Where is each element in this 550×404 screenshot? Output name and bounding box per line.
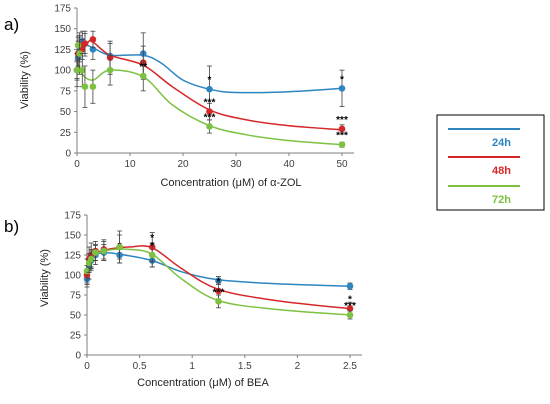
panel-b-significance-label-48h: * — [150, 233, 154, 244]
panel-a-significance-label-72h: ** — [139, 62, 147, 73]
panel-b-point-72h — [87, 255, 95, 263]
panel-a-chart: a) Viability (%) Concentration (μM) of α… — [4, 4, 354, 189]
panel-a-point-48h — [206, 108, 213, 115]
panel-a-point-72h — [73, 66, 81, 74]
panel-b-y-tick-label: 0 — [75, 351, 81, 362]
panel-a-y-axis-title: Viability (%) — [19, 51, 31, 109]
panel-a-y-tick-label: 125 — [54, 45, 71, 56]
panel-a-x-tick-label: 20 — [177, 159, 189, 170]
panel-b-point-48h — [215, 287, 222, 295]
panel-a-point-72h — [206, 123, 213, 130]
panel-b-y-tick-label: 25 — [70, 331, 82, 342]
panel-b-point-72h — [346, 311, 354, 319]
panel-a-point-24h — [338, 85, 346, 92]
legend: 24h 48h 72h — [436, 114, 545, 211]
panel-a-data-points: * *************** — [73, 30, 348, 149]
panel-a-point-48h — [338, 125, 346, 133]
panel-a-y-tick-label: 25 — [60, 128, 72, 139]
panel-a-curve-24h — [76, 43, 343, 94]
panel-a-y-tick-label: 100 — [54, 66, 71, 77]
panel-b-x-tick-label: 0.5 — [133, 361, 147, 372]
panel-a-x-tick-label: 10 — [124, 159, 136, 170]
panel-a-point-72h — [76, 50, 83, 57]
panel-b-chart: b) Viability (%) Concentration (μM) of B… — [4, 211, 362, 389]
panel-b-significance-label-72h: *** — [344, 301, 356, 312]
panel-a-y-tick-label: 150 — [54, 24, 71, 35]
panel-b-significance-label-72h: * — [150, 241, 154, 252]
panel-b-point-72h — [215, 298, 222, 305]
legend-item-48h: 48h — [448, 156, 520, 177]
panel-a-significance-label-72h: *** — [336, 131, 348, 142]
panel-a-significance-label-24h: * — [340, 74, 344, 85]
panel-b-significance-label-72h: *** — [213, 287, 225, 298]
panel-b-y-tick-label: 75 — [70, 291, 82, 302]
panel-a-y-tick-label: 175 — [54, 4, 71, 15]
panel-b-point-72h — [100, 247, 108, 255]
panel-b-point-24h — [215, 277, 222, 284]
panel-b-y-tick-label: 150 — [64, 231, 81, 242]
panel-a-point-72h — [139, 72, 147, 80]
panel-b-x-tick-label: 1.5 — [238, 361, 252, 372]
panel-a-y-tick-label: 50 — [60, 107, 72, 118]
panel-b-x-axis-title: Concentration (μM) of BEA — [137, 377, 269, 389]
panel-a-point-72h — [81, 83, 89, 91]
panel-b-axes: 0 25 50 75 100 125 150 175 0 0.5 1 1.5 2 2.5 — [64, 211, 362, 372]
panel-b-x-tick-label: 2.5 — [343, 361, 357, 372]
panel-b-x-tick-label: 2 — [295, 361, 301, 372]
panel-a-x-axis-title: Concentration (μM) of α-ZOL — [160, 177, 301, 189]
panel-b-y-tick-label: 175 — [64, 211, 81, 222]
panel-b-x-tick-label: 0 — [84, 361, 90, 372]
panel-a-significance-label-72h: *** — [204, 112, 216, 123]
panel-b-point-48h — [346, 305, 354, 312]
panel-a-x-tick-label: 30 — [230, 159, 242, 170]
panel-a-point-72h — [106, 66, 114, 74]
panel-a-point-72h — [338, 141, 346, 149]
panel-a-significance-label-48h: *** — [204, 98, 216, 109]
panel-a-axes: 0 25 50 75 100 125 150 175 0 10 20 30 40 50 — [54, 4, 354, 170]
legend-label-72h: 72h — [492, 194, 511, 206]
panel-a-y-tick-label: 0 — [65, 149, 71, 160]
panel-b-point-72h — [148, 251, 156, 259]
panel-a-significance-label-24h: * — [208, 75, 212, 86]
panel-b-y-tick-label: 50 — [70, 311, 82, 322]
panel-a-point-72h — [79, 66, 86, 74]
panel-a-label: a) — [4, 15, 19, 34]
legend-label-24h: 24h — [492, 137, 511, 149]
panel-a-point-48h — [81, 40, 89, 47]
panel-a-point-24h — [206, 85, 213, 93]
legend-item-24h: 24h — [448, 128, 520, 149]
panel-b-y-axis-title: Viability (%) — [39, 249, 51, 307]
panel-a-x-tick-label: 40 — [283, 159, 295, 170]
panel-a-curve-72h — [76, 59, 343, 146]
legend-item-72h: 72h — [448, 185, 520, 206]
panel-b-label: b) — [4, 217, 19, 236]
legend-label-48h: 48h — [492, 165, 511, 177]
panel-a-x-tick-label: 50 — [336, 159, 348, 170]
panel-b-point-72h — [116, 243, 123, 251]
legend-box — [436, 114, 545, 211]
panel-b-significance-label-48h: * — [217, 277, 221, 288]
panel-a-point-72h — [74, 41, 82, 49]
panel-b-x-tick-label: 1 — [189, 361, 195, 372]
panel-b-y-tick-label: 100 — [64, 271, 81, 282]
panel-b-data-points: *********** — [83, 230, 356, 320]
panel-a-point-48h — [89, 36, 97, 43]
panel-a-point-72h — [89, 83, 97, 91]
panel-b-y-tick-label: 125 — [64, 251, 81, 262]
panel-a-significance-label-48h: *** — [336, 115, 348, 126]
panel-a-y-tick-label: 75 — [60, 86, 72, 97]
panel-a-x-tick-label: 0 — [74, 159, 80, 170]
panel-b-point-24h — [346, 282, 354, 290]
panel-b-point-72h — [92, 249, 99, 256]
panel-b-significance-label-48h: * — [348, 295, 352, 306]
